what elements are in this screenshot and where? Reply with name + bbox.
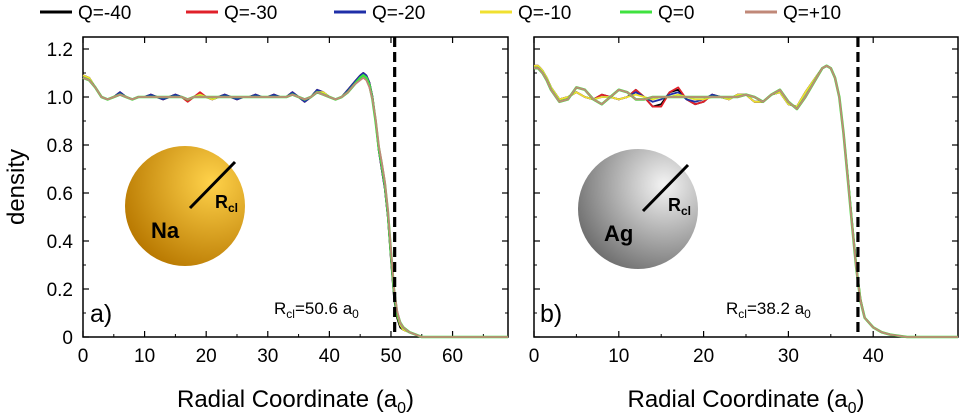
legend-label: Q=0	[658, 3, 694, 24]
legend-label: Q=-40	[78, 3, 131, 24]
x-tick-label: 40	[319, 346, 340, 367]
legend-item: Q=-20	[334, 3, 425, 24]
rcl-annotation: Rcl=38.2 a0	[726, 299, 811, 321]
y-tick-label: 0.6	[47, 184, 73, 205]
legend-label: Q=+10	[783, 3, 841, 24]
sphere-element-label: Ag	[604, 221, 633, 246]
y-tick-label: 0.8	[47, 136, 73, 157]
legend-item: Q=-40	[40, 3, 131, 24]
radius-line	[641, 163, 690, 213]
legend-item: Q=0	[620, 3, 694, 24]
y-tick-label: 0.4	[47, 232, 74, 253]
panel-letter: b)	[540, 300, 562, 328]
x-tick-label: 30	[257, 346, 278, 367]
y-tick-label: 1.2	[47, 40, 73, 61]
y-axis-title: density	[3, 149, 30, 225]
legend-label: Q=-20	[372, 3, 425, 24]
x-tick-label: 50	[380, 346, 401, 367]
x-tick-label: 30	[778, 346, 799, 367]
legend-item: Q=+10	[745, 3, 841, 24]
rcl-annotation: Rcl=50.6 a0	[274, 299, 359, 321]
panel-b: 0 10 20 30 40 Radial Coordinate (a0) Ag Rcl Rcl=…	[529, 36, 959, 414]
legend-item: Q=-10	[480, 3, 571, 24]
x-axis-title: Radial Coordinate (a0)	[177, 386, 414, 414]
legend-label: Q=-30	[224, 3, 277, 24]
cluster-sphere	[125, 146, 245, 266]
legend-label: Q=-10	[518, 3, 571, 24]
y-tick-label: 1.0	[47, 88, 73, 109]
x-tick-label: 10	[608, 346, 629, 367]
series-line	[534, 64, 958, 338]
legend: Q=-40 Q=-30 Q=-20 Q=-10 Q=0 Q=+10	[40, 3, 841, 24]
sphere-radius-label: Rcl	[668, 195, 691, 218]
panel-a: 0 10 20 30 40 50 60 0 0.2 0.4 0.6 0.8 1.0 1.2 Radial C…	[3, 36, 509, 414]
sphere-radius-label: Rcl	[215, 192, 238, 215]
plot-frame	[82, 36, 509, 338]
radius-line	[188, 160, 237, 210]
x-tick-label: 40	[863, 346, 884, 367]
legend-item: Q=-30	[186, 3, 277, 24]
y-tick-label: 0.2	[47, 280, 73, 301]
x-axis-title: Radial Coordinate (a0)	[627, 386, 864, 414]
cluster-sphere	[578, 149, 698, 269]
x-tick-label: 0	[529, 346, 540, 367]
y-tick-label: 0	[62, 328, 73, 349]
x-tick-label: 20	[693, 346, 714, 367]
x-tick-label: 0	[78, 346, 89, 367]
panel-letter: a)	[90, 300, 112, 328]
x-tick-label: 20	[196, 346, 217, 367]
x-tick-label: 10	[134, 346, 155, 367]
sphere-element-label: Na	[151, 218, 180, 243]
x-tick-label: 60	[442, 346, 463, 367]
